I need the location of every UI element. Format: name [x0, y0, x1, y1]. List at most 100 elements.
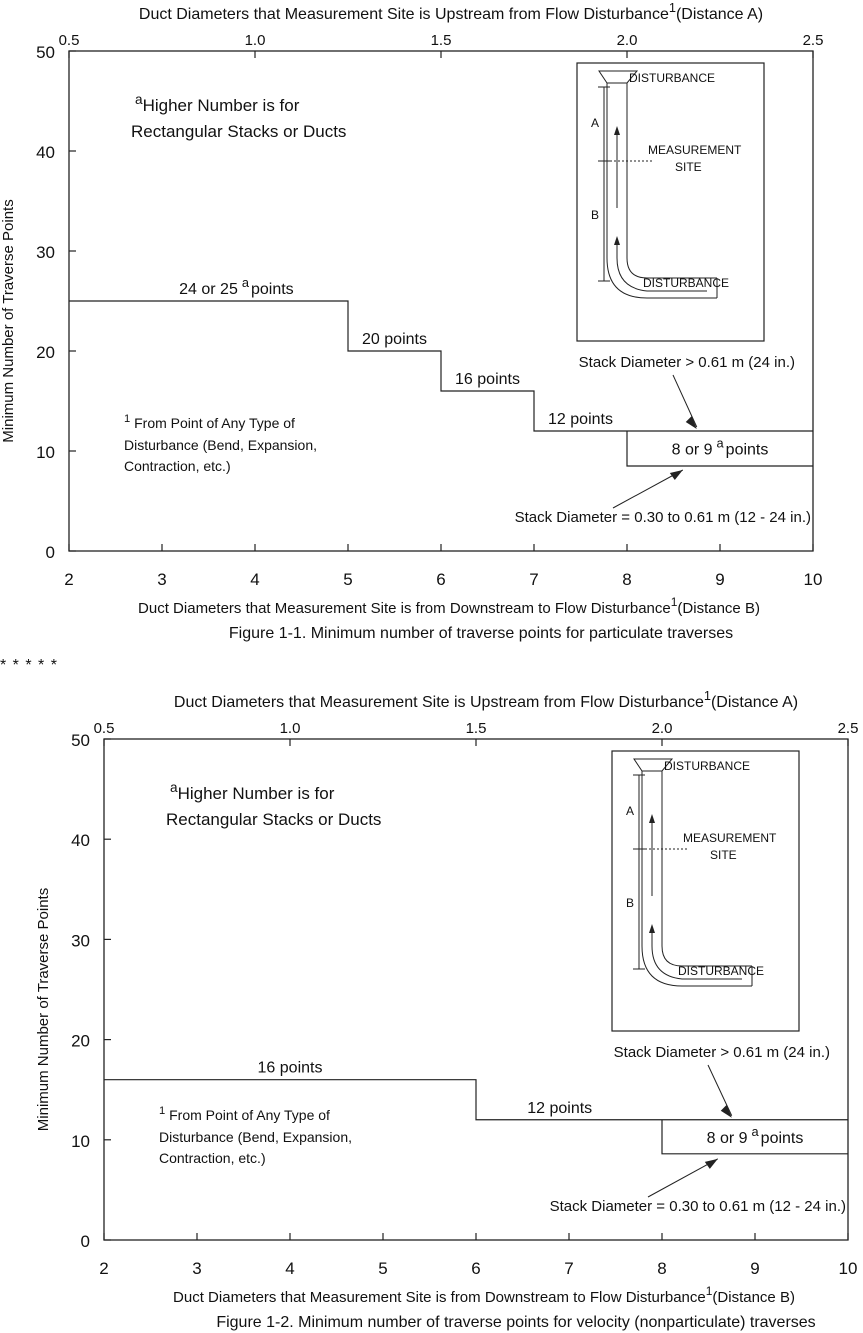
bottom-tick-label: 9	[715, 570, 724, 589]
footnote-disturbance: 1 From Point of Any Type of	[159, 1105, 330, 1123]
footnote-higher-number-line2: Rectangular Stacks or Ducts	[166, 810, 381, 829]
top-tick-label: 0.5	[94, 720, 115, 737]
inset-label-a: A	[626, 804, 634, 818]
y-tick-label: 40	[71, 831, 90, 850]
bottom-tick-label: 2	[64, 570, 73, 589]
inset-label-a: A	[591, 116, 599, 130]
y-tick-label: 10	[71, 1132, 90, 1151]
top-axis-title: Duct Diameters that Measurement Site is …	[174, 688, 798, 712]
small-stack-points-label: 8 or 9 a points	[707, 1123, 804, 1147]
stack-diagram-inset: A B DISTURBANCE MEASUREMENT SITE DISTURBANCE	[576, 62, 765, 342]
small-stack-points-label: 8 or 9 a points	[672, 435, 769, 459]
top-tick-label: 2.0	[617, 32, 638, 49]
top-tick-label: 2.5	[838, 720, 859, 737]
y-tick-label: 10	[36, 443, 55, 462]
inset-label-b: B	[591, 208, 599, 222]
footnote-disturbance-line2: Disturbance (Bend, Expansion,	[159, 1129, 352, 1145]
large-stack-arrow	[707, 1064, 733, 1116]
top-tick-label: 1.0	[280, 720, 301, 737]
large-stack-arrowhead	[720, 1104, 732, 1118]
y-axis-title: Minimum Number of Traverse Points	[35, 888, 52, 1131]
bottom-tick-label: 6	[436, 570, 445, 589]
footnote-higher-number-sup: a	[170, 780, 178, 795]
footnote-higher-number-text: Higher Number is for	[143, 96, 300, 115]
inset-frame	[576, 62, 765, 342]
step-label-prefix: 16 points	[258, 1060, 323, 1077]
bottom-axis-title-sup: 1	[671, 595, 678, 609]
step-label-sup: a	[242, 275, 250, 290]
series-small-stack-line	[626, 431, 813, 467]
small-stack-arrowhead	[704, 1158, 718, 1169]
flow-arrowhead-lower	[614, 236, 620, 245]
bottom-tick-label: 5	[378, 1259, 387, 1278]
small-stack-callout: Stack Diameter = 0.30 to 0.61 m (12 - 24…	[550, 1198, 846, 1215]
step-label: 20 points	[362, 331, 427, 348]
y-tick-label: 30	[71, 931, 90, 950]
small-stack-points-label-suffix: points	[726, 442, 769, 459]
large-stack-arrowhead	[685, 416, 697, 429]
flow-arrow-lower	[651, 931, 742, 980]
figure-2: 2 3 4 5 6 7 8 9 10 0.5 1.0 1.5 2.0 2.5 0 10 20 30 40 50 Duct…	[35, 688, 858, 1332]
bottom-axis-title: Duct Diameters that Measurement Site is …	[138, 595, 760, 617]
bottom-axis-title-suffix: (Distance B)	[712, 1289, 795, 1306]
bottom-tick-label: 8	[657, 1259, 666, 1278]
footnote-higher-number-text: Higher Number is for	[178, 784, 335, 803]
small-stack-arrowhead	[669, 470, 683, 480]
footnote-disturbance-line2: Disturbance (Bend, Expansion,	[124, 437, 317, 453]
footnote-higher-number: aHigher Number is for	[170, 780, 335, 804]
footnote-higher-number-line2: Rectangular Stacks or Ducts	[131, 122, 346, 141]
duct-outer-wall	[606, 83, 717, 299]
step-label: 24 or 25 a points	[179, 275, 294, 299]
stack-diagram-inset: A B DISTURBANCE MEASUREMENT SITE DISTURBANCE	[611, 750, 800, 1032]
figure-caption: Figure 1-2. Minimum number of traverse p…	[216, 1314, 815, 1331]
footnote-higher-number-sup: a	[135, 92, 143, 107]
top-axis-title-sup: 1	[704, 688, 711, 703]
y-tick-label: 20	[36, 343, 55, 362]
flow-arrow-lower	[616, 243, 707, 292]
step-label-prefix: 12 points	[527, 1100, 592, 1117]
top-tick-label: 1.5	[466, 720, 487, 737]
y-tick-label: 50	[36, 43, 55, 62]
footnote-disturbance-line3: Contraction, etc.)	[124, 458, 231, 474]
y-tick-label: 0	[46, 543, 55, 562]
series-small-stack-line	[661, 1119, 848, 1155]
inset-label-site: SITE	[710, 848, 737, 862]
bottom-tick-label: 4	[250, 570, 259, 589]
y-tick-label: 50	[71, 731, 90, 750]
footnote-disturbance-sup: 1	[124, 413, 130, 425]
small-stack-arrow	[612, 469, 684, 509]
bottom-tick-label: 2	[99, 1259, 108, 1278]
bottom-tick-label: 3	[192, 1259, 201, 1278]
figure-separator: * * * * *	[0, 657, 58, 674]
figure-1: 2 3 4 5 6 7 8 9 10 0.5 1.0 1.5 2.0 2.5 0 10 20 30 40 50 Duct…	[0, 0, 823, 642]
bottom-tick-label: 5	[343, 570, 352, 589]
y-tick-label: 0	[81, 1232, 90, 1251]
bottom-axis-title-sup: 1	[706, 1284, 713, 1298]
top-axis-title-text: Duct Diameters that Measurement Site is …	[139, 6, 669, 23]
small-stack-points-label-suffix: points	[761, 1130, 804, 1147]
small-stack-points-label-sup: a	[752, 1123, 760, 1138]
inset-label-top-disturbance: DISTURBANCE	[629, 71, 715, 85]
footnote-disturbance-line3: Contraction, etc.)	[159, 1150, 266, 1166]
top-axis-title: Duct Diameters that Measurement Site is …	[139, 0, 763, 23]
flow-arrowhead-upper	[649, 814, 655, 823]
step-label: 12 points	[527, 1100, 592, 1117]
small-stack-arrow	[647, 1158, 719, 1198]
bottom-tick-label: 7	[529, 570, 538, 589]
top-tick-label: 1.0	[245, 32, 266, 49]
footnote-higher-number: aHigher Number is for	[135, 92, 300, 116]
large-stack-callout: Stack Diameter > 0.61 m (24 in.)	[614, 1044, 830, 1061]
y-tick-label: 40	[36, 143, 55, 162]
footnote-disturbance: 1 From Point of Any Type of	[124, 413, 295, 431]
step-label-prefix: 24 or 25	[179, 281, 238, 298]
inset-label-measurement: MEASUREMENT	[648, 143, 742, 157]
step-label-prefix: 20 points	[362, 331, 427, 348]
bottom-tick-label: 9	[750, 1259, 759, 1278]
bottom-tick-label: 6	[471, 1259, 480, 1278]
footnote-disturbance-sup: 1	[159, 1105, 165, 1117]
top-tick-label: 2.5	[803, 32, 824, 49]
inset-label-measurement: MEASUREMENT	[683, 831, 777, 845]
top-axis-title-sup: 1	[669, 0, 676, 15]
y-tick-label: 30	[36, 243, 55, 262]
step-label: 16 points	[455, 371, 520, 388]
